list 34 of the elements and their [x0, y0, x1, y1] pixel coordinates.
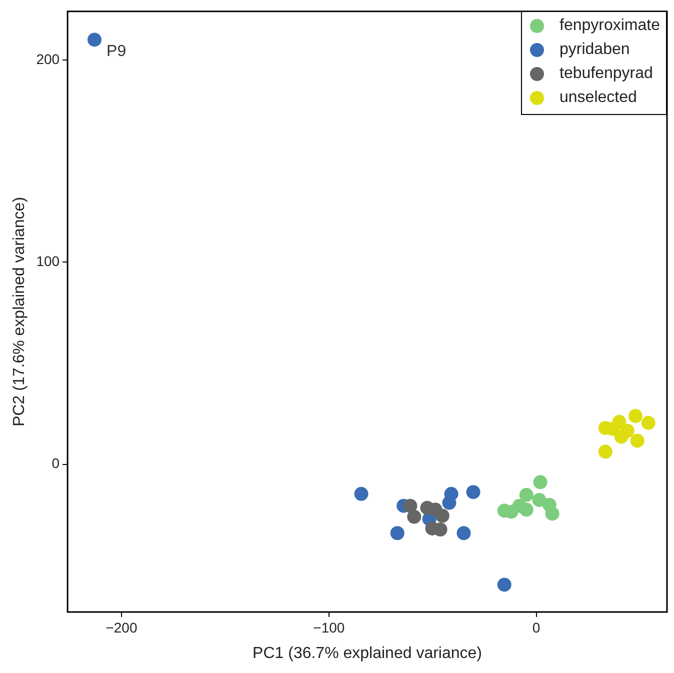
- annotation: P9: [106, 43, 126, 60]
- x-tick-label: 0: [532, 619, 540, 636]
- legend-label: tebufenpyrad: [560, 65, 653, 84]
- legend-label: pyridaben: [560, 41, 630, 60]
- point: [630, 434, 644, 448]
- y-tick-label: 200: [36, 50, 60, 67]
- point: [533, 475, 548, 490]
- legend-label: fenpyroximate: [560, 17, 660, 36]
- x-tick-label: −200: [106, 619, 138, 636]
- y-tick-label: 0: [52, 455, 60, 472]
- point: [598, 444, 612, 459]
- point: [88, 32, 102, 47]
- y-tick-label: 100: [36, 253, 60, 270]
- point: [442, 496, 456, 510]
- x-tick-label: −100: [313, 619, 345, 636]
- point: [612, 414, 626, 429]
- point: [614, 430, 628, 444]
- y-axis-title: PC2 (17.6% explained variance): [11, 196, 28, 426]
- point: [519, 502, 534, 517]
- point: [354, 486, 368, 501]
- point: [390, 526, 404, 540]
- point: [456, 526, 471, 540]
- point: [545, 506, 560, 521]
- point: [435, 508, 450, 523]
- point: [519, 488, 534, 502]
- point: [641, 416, 656, 430]
- point: [497, 578, 512, 592]
- point: [403, 498, 418, 513]
- point: [628, 409, 642, 424]
- x-axis-title: PC1 (36.7% explained variance): [252, 644, 482, 662]
- point: [466, 485, 480, 500]
- point: [532, 492, 546, 507]
- point: [407, 510, 422, 524]
- legend-label: unselected: [560, 89, 637, 108]
